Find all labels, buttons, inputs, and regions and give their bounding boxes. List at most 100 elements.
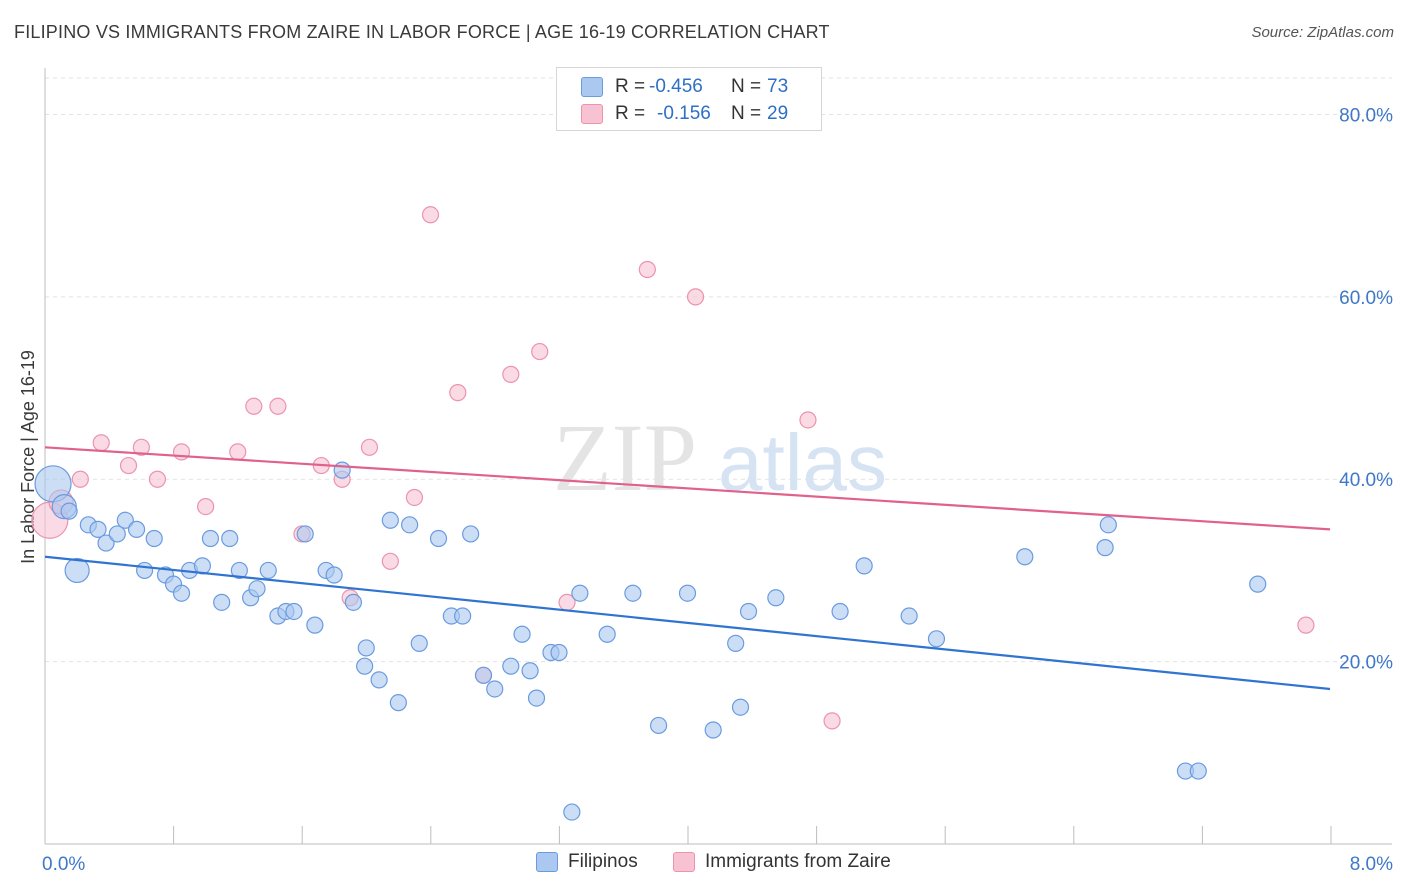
y-axis-label: In Labor Force | Age 16-19 xyxy=(18,350,38,564)
filipinos-point xyxy=(1099,516,1117,534)
zaire-point xyxy=(119,456,138,475)
filipinos-point xyxy=(624,584,642,602)
filipinos-point xyxy=(306,616,324,634)
filipinos-point xyxy=(900,607,918,625)
filipinos-point xyxy=(462,525,480,543)
filipinos-point xyxy=(474,666,493,684)
filipinos-point xyxy=(344,593,362,611)
filipinos-point xyxy=(64,557,90,584)
zaire-point xyxy=(229,443,247,461)
legend-swatch-pink xyxy=(673,852,695,872)
y-tick-label: 40.0% xyxy=(1339,470,1393,491)
filipinos-point xyxy=(454,607,472,625)
zaire-point xyxy=(823,712,841,730)
series-filipinos-points xyxy=(34,461,1267,821)
zaire-point xyxy=(132,438,150,456)
legend-n-label: N = xyxy=(731,76,762,97)
legend-label-zaire: Immigrants from Zaire xyxy=(705,851,891,872)
legend-row-zaire: R = -0.156 N = 29 xyxy=(581,101,788,127)
filipinos-point xyxy=(727,634,745,652)
filipinos-point xyxy=(89,520,107,538)
filipinos-point xyxy=(527,689,546,707)
zaire-point xyxy=(502,365,520,383)
filipinos-point xyxy=(739,602,758,621)
filipinos-point xyxy=(1016,548,1034,566)
filipinos-point xyxy=(145,529,163,548)
legend-row-filipinos: R = -0.456 N = 73 xyxy=(581,74,788,100)
filipinos-point xyxy=(513,625,531,643)
filipinos-point xyxy=(731,698,750,716)
legend-swatch-blue xyxy=(536,852,558,872)
filipinos-point xyxy=(704,721,722,739)
filipinos-point xyxy=(767,589,785,607)
filipinos-point xyxy=(1096,539,1114,557)
x-tick-label-min: 0.0% xyxy=(42,854,85,875)
legend-r-value: -0.456 xyxy=(649,76,703,97)
chart-title: FILIPINO VS IMMIGRANTS FROM ZAIRE IN LAB… xyxy=(14,22,830,42)
zaire-point xyxy=(381,552,399,570)
watermark-atlas: atlas xyxy=(718,418,887,507)
filipinos-point xyxy=(486,680,504,698)
filipinos-point xyxy=(410,634,428,652)
filipinos-point xyxy=(135,561,154,580)
filipinos-point xyxy=(296,525,314,543)
filipinos-point xyxy=(285,602,303,621)
filipinos-point xyxy=(201,529,220,548)
legend-r-value: -0.156 xyxy=(657,103,711,124)
filipinos-point xyxy=(1249,575,1267,593)
filipinos-point xyxy=(370,671,388,689)
legend-item-filipinos: Filipinos xyxy=(536,851,638,873)
filipinos-point xyxy=(259,561,277,580)
zaire-point xyxy=(1297,616,1315,634)
zaire-point xyxy=(71,470,89,488)
legend-n-value: 29 xyxy=(767,103,789,124)
zaire-point xyxy=(269,397,287,415)
filipinos-point xyxy=(97,534,115,552)
filipinos-point xyxy=(221,529,239,548)
filipinos-point xyxy=(389,694,407,712)
y-tick-label: 20.0% xyxy=(1339,653,1393,674)
zaire-point xyxy=(360,438,379,456)
zaire-point xyxy=(148,470,167,488)
zaire-point xyxy=(245,397,263,415)
filipinos-point xyxy=(831,602,849,621)
filipinos-point xyxy=(550,643,568,662)
zaire-point xyxy=(449,384,467,402)
filipinos-point xyxy=(401,516,419,534)
zaire-point xyxy=(799,411,817,429)
filipinos-point xyxy=(325,566,343,584)
y-tick-label: 60.0% xyxy=(1339,288,1393,309)
watermark-zip: ZIP xyxy=(553,404,697,511)
x-tick-labels: 0.0% 8.0% xyxy=(42,854,1393,875)
filipinos-point xyxy=(502,657,520,675)
filipinos-point xyxy=(1189,762,1207,780)
legend-r-label: R = xyxy=(615,76,646,97)
zaire-point xyxy=(405,488,424,507)
legend-n-label: N = xyxy=(731,103,762,124)
y-tick-label: 80.0% xyxy=(1339,105,1393,126)
filipinos-point xyxy=(571,584,589,602)
filipinos-point xyxy=(598,625,616,643)
zaire-point xyxy=(421,206,440,224)
filipinos-point xyxy=(116,511,134,529)
filipinos-point xyxy=(649,716,668,735)
filipinos-point xyxy=(429,529,448,548)
filipinos-point xyxy=(172,584,191,602)
filipinos-point xyxy=(356,657,374,675)
filipinos-point xyxy=(127,520,146,538)
zaire-point xyxy=(531,342,549,361)
legend-r-label: R = xyxy=(615,103,646,124)
legend-item-zaire: Immigrants from Zaire xyxy=(673,851,891,873)
series-legend: Filipinos Immigrants from Zaire xyxy=(0,851,1406,877)
zaire-point xyxy=(686,288,705,306)
filipinos-point xyxy=(927,630,946,648)
filipinos-point xyxy=(381,511,399,529)
source-credit: Source: ZipAtlas.com xyxy=(1251,24,1394,41)
filipinos-point xyxy=(563,803,581,821)
x-tick-label-max: 8.0% xyxy=(1350,854,1393,875)
trend-lines xyxy=(44,446,1331,691)
axes xyxy=(44,68,1392,845)
filipinos-point xyxy=(357,639,375,657)
filipinos-point xyxy=(60,502,78,520)
